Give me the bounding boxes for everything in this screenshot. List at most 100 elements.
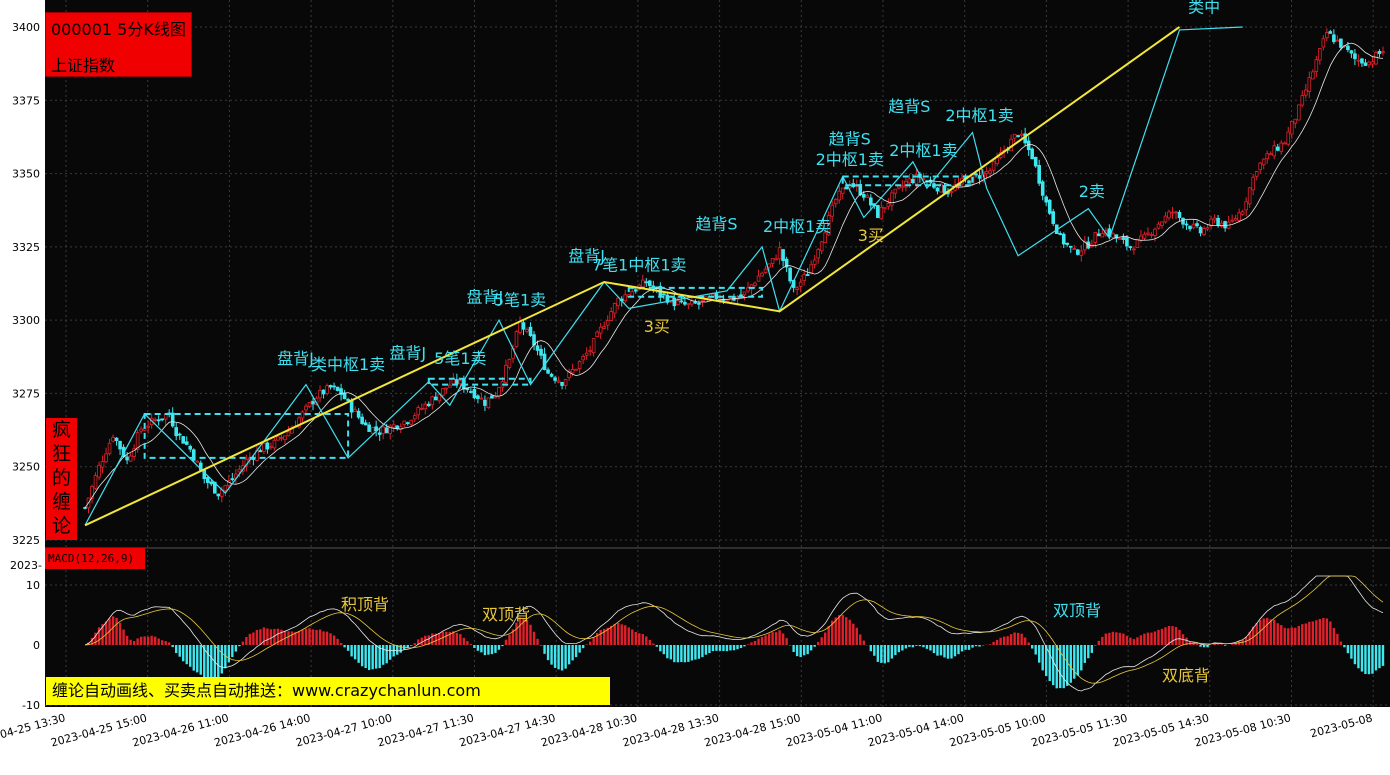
candle-body: [377, 432, 382, 435]
candle-body: [265, 442, 270, 450]
candle-body: [602, 326, 606, 329]
candle-body: [455, 379, 459, 384]
candle-body: [886, 203, 891, 207]
candle-body: [1051, 211, 1056, 224]
candle-body: [1058, 233, 1063, 235]
y-tick-label: 3225: [12, 534, 40, 547]
candle-body: [104, 453, 108, 463]
candle-body: [869, 197, 873, 206]
candle-body: [942, 185, 947, 194]
candle-body: [1304, 89, 1308, 96]
candle-body: [504, 364, 508, 383]
candle-body: [1230, 219, 1234, 222]
candle-body: [1121, 237, 1126, 240]
candle-body: [525, 328, 529, 332]
candle-body: [1293, 118, 1298, 124]
candle-body: [851, 183, 856, 188]
macd-histogram: [87, 614, 1385, 689]
candle-body: [195, 460, 200, 463]
candle-body: [630, 291, 635, 297]
candle-body: [188, 445, 193, 450]
signal-label: 盘背J: [568, 247, 605, 266]
candle-body: [907, 178, 912, 184]
candle-body: [760, 272, 764, 277]
candle-body: [844, 186, 849, 190]
candle-body: [542, 353, 547, 370]
y-tick-label: 3400: [12, 21, 40, 34]
candle-body: [111, 436, 115, 442]
candle-body: [995, 157, 999, 164]
candle-body: [1191, 223, 1196, 229]
candle-body: [451, 378, 456, 385]
candle-body: [391, 424, 396, 428]
candle-body: [1072, 248, 1077, 250]
candle-body: [93, 475, 98, 489]
candle-body: [1328, 31, 1333, 34]
candle-body: [1219, 222, 1224, 227]
candle-body: [746, 287, 750, 292]
candle-body: [693, 301, 698, 304]
candle-body: [1061, 233, 1066, 245]
candle-body: [949, 191, 954, 193]
instrument-name: 上证指数: [51, 56, 116, 75]
candle-body: [893, 188, 898, 194]
signal-label: 5笔1卖: [434, 349, 486, 368]
stroke-lines: [84, 26, 1243, 526]
candle-body: [819, 241, 824, 252]
candle-body: [346, 399, 350, 401]
candle-body: [426, 403, 431, 407]
candle-body: [521, 322, 526, 330]
candle-body: [900, 185, 905, 188]
signal-label: 类中: [1188, 0, 1220, 16]
candle-body: [332, 385, 336, 388]
signal-label: 3买: [644, 317, 670, 336]
candle-body: [1353, 53, 1357, 60]
candle-body: [170, 412, 175, 427]
candle-body: [774, 258, 778, 261]
candle-body: [518, 321, 522, 333]
candle-body: [1339, 38, 1343, 48]
candle-body: [1223, 221, 1227, 229]
candle-body: [286, 431, 291, 437]
candle-body: [234, 473, 238, 479]
signal-label: 2中枢1卖: [763, 217, 831, 236]
candle-body: [1346, 45, 1350, 51]
candle-body: [381, 426, 385, 434]
candle-body: [416, 407, 421, 416]
candle-body: [1142, 233, 1147, 239]
candle-body: [1244, 201, 1248, 211]
candle-body: [1177, 212, 1182, 219]
candle-body: [514, 331, 519, 348]
candle-body: [683, 301, 687, 305]
candle-body: [633, 289, 638, 292]
candle-body: [349, 400, 354, 413]
candle-body: [1300, 95, 1305, 106]
candle-body: [1314, 59, 1319, 72]
candle-body: [1237, 212, 1241, 221]
macd-label: MACD(12,26,9): [45, 548, 145, 569]
candle-body: [486, 397, 491, 409]
y-tick-label: 3325: [12, 241, 40, 254]
candle-body: [444, 387, 449, 390]
candle-body: [1205, 227, 1210, 230]
candle-body: [788, 267, 792, 282]
candle-body: [174, 427, 179, 437]
side-label-char: 论: [51, 515, 71, 537]
candle-body: [711, 293, 715, 297]
candle-body: [1289, 121, 1294, 135]
candle-body: [546, 369, 550, 374]
candle-body: [1240, 211, 1245, 215]
signal-label: 趋背S: [888, 97, 930, 116]
candle-body: [826, 215, 831, 236]
candle-body: [370, 427, 375, 434]
candle-body: [1188, 225, 1192, 230]
candle-body: [577, 361, 582, 369]
candle-body: [756, 275, 761, 282]
candle-body: [279, 437, 284, 439]
candle-body: [476, 395, 480, 400]
candle-body: [876, 205, 880, 219]
candle-body: [1156, 223, 1161, 229]
candle-body: [1100, 232, 1105, 238]
candle-body: [402, 420, 407, 426]
